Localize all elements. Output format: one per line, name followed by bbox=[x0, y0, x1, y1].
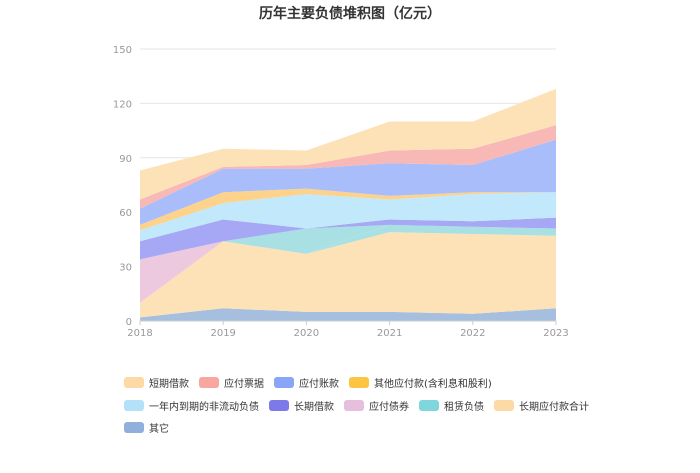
legend-swatch bbox=[199, 377, 219, 388]
legend-swatch bbox=[274, 377, 294, 388]
legend-swatch bbox=[124, 422, 144, 433]
legend-item[interactable]: 应付票据 bbox=[199, 376, 264, 390]
legend-item[interactable]: 应付账款 bbox=[274, 376, 339, 390]
legend-swatch bbox=[494, 399, 514, 411]
legend-item[interactable]: 长期借款 bbox=[269, 398, 334, 413]
area-series[interactable] bbox=[140, 224, 556, 260]
legend-item[interactable]: 其它 bbox=[124, 421, 169, 435]
x-tick-label: 2021 bbox=[377, 328, 402, 339]
legend-swatch bbox=[269, 399, 289, 411]
area-series[interactable] bbox=[140, 308, 556, 321]
x-tick-label: 2020 bbox=[294, 328, 319, 339]
chart-title: 历年主要负债堆积图（亿元） bbox=[259, 6, 441, 22]
x-tick-label: 2022 bbox=[460, 328, 485, 339]
area-series[interactable] bbox=[140, 224, 556, 303]
x-tick-label: 2018 bbox=[127, 328, 152, 339]
y-tick-label: 120 bbox=[113, 99, 132, 110]
legend: 短期借款 应付票据 应付账款 其他应付款(含利息和股利) 一年内到期的非流动负债 长期借款… bbox=[124, 373, 604, 441]
legend-label: 应付账款 bbox=[299, 379, 339, 390]
y-tick-label: 90 bbox=[119, 154, 132, 165]
legend-swatch bbox=[124, 377, 144, 388]
legend-item[interactable]: 一年内到期的非流动负债 bbox=[124, 398, 259, 413]
legend-label: 长期应付款合计 bbox=[519, 401, 589, 413]
legend-item[interactable]: 租赁负债 bbox=[419, 398, 484, 413]
area-series[interactable] bbox=[140, 232, 556, 318]
legend-label: 应付债券 bbox=[369, 401, 409, 413]
area-series[interactable] bbox=[140, 88, 556, 200]
y-tick-label: 0 bbox=[126, 317, 132, 328]
legend-label: 短期借款 bbox=[149, 379, 189, 390]
x-tick-label: 2019 bbox=[210, 328, 235, 339]
legend-label: 应付票据 bbox=[224, 379, 264, 390]
legend-swatch bbox=[344, 399, 364, 411]
area-series[interactable] bbox=[140, 139, 556, 225]
x-tick-label: 2023 bbox=[543, 328, 568, 339]
area-series[interactable] bbox=[140, 192, 556, 242]
legend-swatch bbox=[419, 399, 439, 411]
y-tick-label: 150 bbox=[113, 45, 132, 56]
legend-swatch bbox=[349, 377, 369, 388]
legend-swatch bbox=[124, 399, 144, 411]
legend-label: 其他应付款(含利息和股利) bbox=[374, 379, 492, 390]
y-tick-label: 30 bbox=[119, 263, 132, 274]
y-tick-label: 60 bbox=[119, 208, 132, 219]
area-series[interactable] bbox=[140, 217, 556, 260]
legend-item[interactable]: 其他应付款(含利息和股利) bbox=[349, 376, 492, 390]
legend-item[interactable]: 短期借款 bbox=[124, 376, 189, 390]
legend-label: 其它 bbox=[149, 424, 169, 435]
legend-item[interactable]: 长期应付款合计 bbox=[494, 398, 589, 413]
legend-label: 一年内到期的非流动负债 bbox=[149, 401, 259, 413]
legend-label: 长期借款 bbox=[294, 401, 334, 413]
legend-item[interactable]: 应付债券 bbox=[344, 398, 409, 413]
legend-label: 租赁负债 bbox=[444, 401, 484, 413]
area-series[interactable] bbox=[140, 188, 556, 231]
